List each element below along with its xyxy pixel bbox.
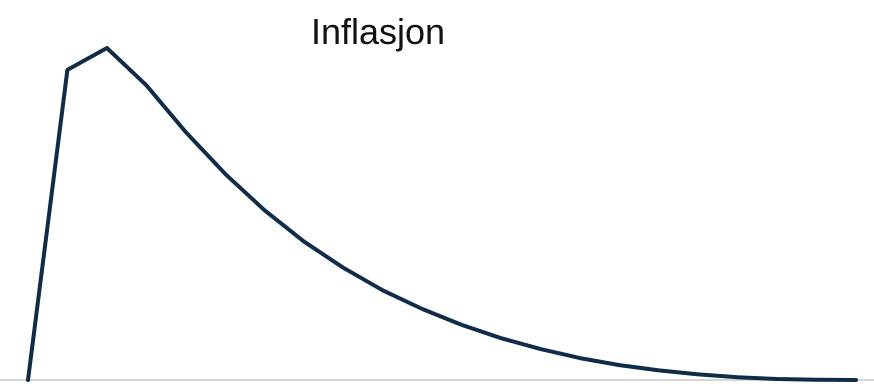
series-line-0 [26, 46, 858, 382]
chart-title: Inflasjon [311, 11, 445, 52]
series-layer [26, 46, 858, 382]
